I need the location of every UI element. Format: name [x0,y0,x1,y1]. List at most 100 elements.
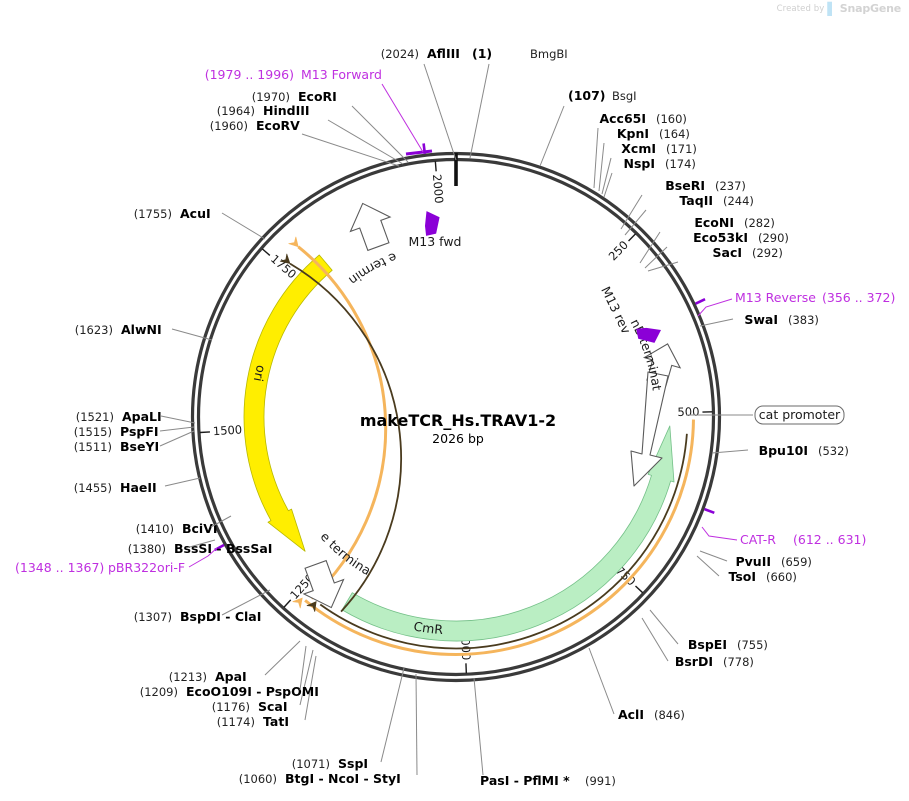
label-ecoRV[interactable]: (1960) EcoRV [210,118,300,133]
primer-tick-m13-reverse [694,297,706,305]
label-apaI[interactable]: (1213) ApaI [169,669,247,684]
label-pspFI[interactable]: (1515) PspFI [74,424,159,439]
enzyme-name: SacI [713,245,743,260]
label-bciVI[interactable]: (1410) BciVI [136,521,218,536]
leader-btgI [415,673,418,776]
label-xcmI[interactable]: XcmI (171) [621,141,697,156]
label-bmgBI[interactable]: (1) BmgBI [472,46,568,61]
label-bpu10I[interactable]: Bpu10I (532) [759,443,849,458]
label-acc65I[interactable]: Acc65I (160) [599,111,686,126]
watermark-brand: SnapGene [839,2,901,15]
label-kpnI[interactable]: KpnI (164) [617,126,690,141]
leader-aflIII [423,63,457,161]
orf-arrowhead-b [279,253,291,265]
leader-hindIII [327,119,404,165]
enzyme-position: (1410) [136,522,174,536]
leader-label-pvuII [699,550,728,562]
label-bseYI[interactable]: (1511) BseYI [74,439,159,454]
enzyme-position: (282) [744,216,775,230]
enzyme-position: (2024) [381,47,419,61]
leader-label-kpnI [598,142,605,192]
label-bspEI[interactable]: BspEI (755) [688,637,768,652]
enzyme-name: Acc65I [599,111,646,126]
label-nspI[interactable]: NspI (174) [623,156,695,171]
enzyme-name: TsoI [728,569,756,584]
label-bseRI[interactable]: BseRI (237) [665,178,746,193]
label-sacI[interactable]: SacI (292) [713,245,783,260]
ruler-tick-label: 1500 [212,422,242,438]
leader-ecoRV [301,133,400,167]
primer-range: (1348 .. 1367) [15,560,104,575]
label-bsgI[interactable]: (107) BsgI [568,88,637,103]
enzyme-position: (755) [737,638,768,652]
label-swaI[interactable]: SwaI (383) [744,312,819,327]
leader-bssSI [185,539,216,549]
leader-sspI [380,667,405,763]
label-bsrDI[interactable]: BsrDI (778) [675,654,754,669]
enzyme-name: TatI [263,714,289,729]
enzyme-name: BspEI [688,637,727,652]
enzyme-name: SspI [338,756,368,771]
primer-arrow-m13-rev [636,327,662,343]
leader-m13-forward [381,83,424,153]
enzyme-name: BtgI - NcoI - StyI [285,771,401,786]
enzyme-name: EcoNI [694,215,734,230]
enzyme-position: BmgBI [530,47,568,61]
leader-bmgBI [469,63,490,159]
ruler-tick [635,585,644,594]
label-eco53kI[interactable]: Eco53kI (290) [693,230,789,245]
enzyme-position: (1071) [292,757,330,771]
label-ecoNI[interactable]: EcoNI (282) [694,215,775,230]
enzyme-name: BsrDI [675,654,713,669]
orf-arc-inner [289,262,402,613]
snapgene-watermark: Created by ▌ SnapGene [777,1,902,16]
enzyme-labels: (2024) AflIII (1) BmgBI (1979 .. 1996) M13 Fo… [15,46,895,788]
label-m13-reverse[interactable]: M13 Reverse (356 .. 372) [735,290,895,305]
enzyme-name: XcmI [621,141,656,156]
label-cat-promoter[interactable]: cat promoter [754,405,845,425]
cat-promoter-label: cat promoter [759,407,841,422]
label-alwNI[interactable]: (1623) AlwNI [75,322,162,337]
enzyme-name: EcoRV [256,118,300,133]
label-m13-forward[interactable]: (1979 .. 1996) M13 Forward [205,67,382,82]
label-ecoRI[interactable]: (1970) EcoRI [252,89,337,104]
label-tsoI[interactable]: TsoI (660) [728,569,796,584]
label-tatI[interactable]: (1174) TatI [217,714,289,729]
label-scaI[interactable]: (1176) ScaI [212,699,288,714]
label-aflIII[interactable]: (2024) AflIII [381,46,460,61]
label-bssSI[interactable]: (1380) BssSI - BssSaI [128,541,273,556]
label-btgI[interactable]: (1060) BtgI - NcoI - StyI [239,771,401,786]
label-pbr322ori-f[interactable]: (1348 .. 1367) pBR322ori-F [15,560,185,575]
feature-label-t3te: T3Te terminator [0,0,399,288]
label-cat-r[interactable]: CAT-R (612 .. 631) [740,532,866,547]
feature-label-cmr: CmR [412,618,444,637]
label-bspDI[interactable]: (1307) BspDI - ClaI [134,609,262,624]
label-apaLI[interactable]: (1521) ApaLI [76,409,162,424]
label-haeII[interactable]: (1455) HaeII [74,480,157,495]
enzyme-name: EcoO109I - PspOMI [186,684,319,699]
enzyme-position: (1213) [169,670,207,684]
enzyme-name: ApaI [215,669,247,684]
enzyme-position: (1964) [217,104,255,118]
orf-arrowhead-c [292,597,303,609]
label-taqII[interactable]: TaqII (244) [679,193,754,208]
label-ecoO109I[interactable]: (1209) EcoO109I - PspOMI [140,684,319,699]
label-acuI[interactable]: (1755) AcuI [134,206,211,221]
ruler-tick-label: 500 [677,405,699,419]
label-aclI[interactable]: AclI (846) [618,707,685,722]
ruler-tick [434,161,437,172]
enzyme-name: ScaI [258,699,288,714]
enzyme-position: (292) [752,246,783,260]
leader-label-swaI [699,318,734,327]
enzyme-position: (1380) [128,542,166,556]
label-sspI[interactable]: (1071) SspI [292,756,368,771]
snapgene-logo-icon: ▌ [827,1,837,16]
label-hindIII[interactable]: (1964) HindIII [217,103,310,118]
label-pasI-pflMI[interactable]: PasI - PflMI * (991) [480,773,616,788]
label-pvuII[interactable]: PvuII (659) [735,554,811,569]
leader-label-sacI [647,261,679,272]
enzyme-position: (171) [666,142,697,156]
enzyme-position: (991) [585,774,616,788]
